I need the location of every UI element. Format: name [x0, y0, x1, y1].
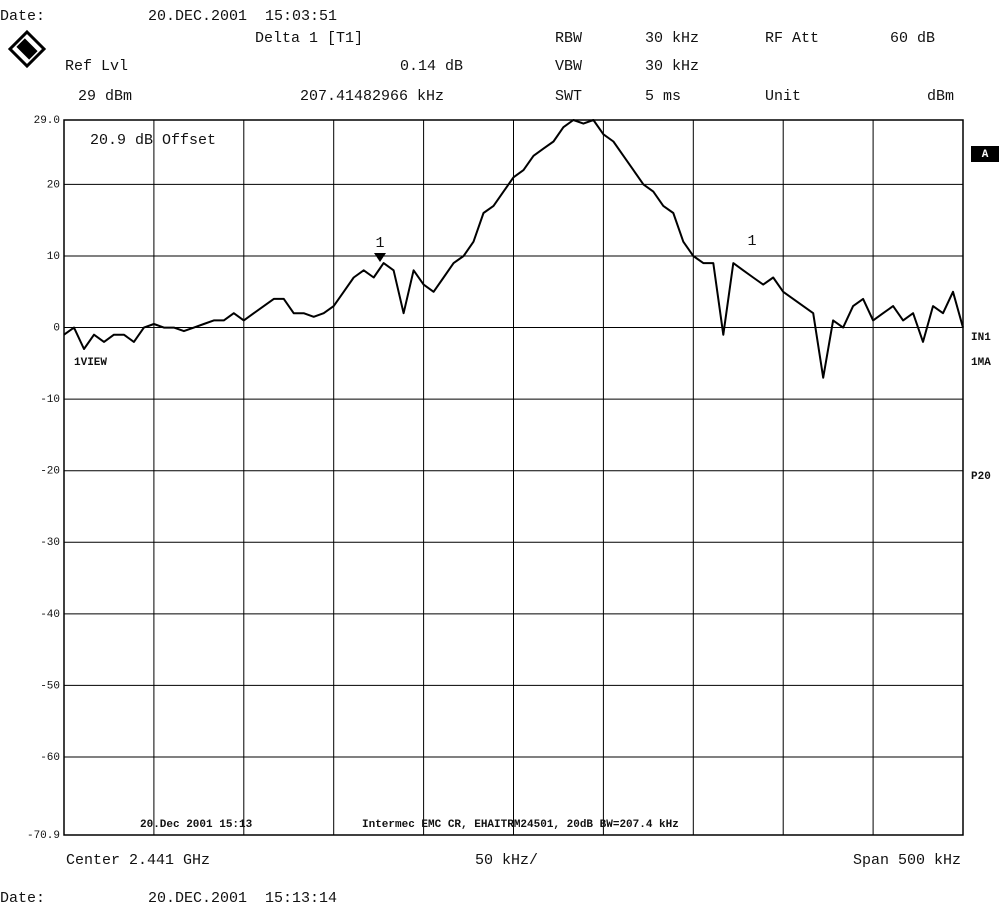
y-tick-label: 0	[53, 322, 60, 334]
comment: Intermec EMC CR, EHAITRM24501, 20dB BW=2…	[362, 819, 679, 831]
side-label: P20	[971, 471, 991, 483]
y-tick-label: 10	[47, 251, 60, 263]
date: 20.DEC.2001 15:03:51	[148, 8, 337, 25]
y-tick-label: -30	[40, 537, 60, 549]
rbw-label: RBW	[555, 30, 582, 47]
side-label: A	[982, 149, 989, 161]
y-tick-label: -10	[40, 394, 60, 406]
marker-label: Delta 1 [T1]	[255, 30, 363, 47]
delta-level: 0.14 dB	[400, 58, 463, 75]
span: Span 500 kHz	[853, 852, 961, 869]
delta-freq: 207.41482966 kHz	[300, 88, 444, 105]
y-tick-label: -70.9	[27, 830, 60, 842]
y-tick-label: -40	[40, 609, 60, 621]
rbw: 30 kHz	[645, 30, 699, 47]
y-tick-label: -20	[40, 466, 60, 478]
y-tick-label: -60	[40, 752, 60, 764]
stamp: 20.Dec 2001 15:13	[140, 819, 253, 831]
unit: dBm	[927, 88, 954, 105]
date: 20.DEC.2001 15:13:14	[148, 890, 337, 907]
date-label: Date:	[0, 890, 45, 907]
side-label: 1MA	[971, 357, 991, 369]
y-tick-label: 20	[47, 179, 60, 191]
trace	[63, 119, 964, 379]
center: Center 2.441 GHz	[66, 852, 210, 869]
marker-number: 1	[375, 235, 384, 252]
swt-label: SWT	[555, 88, 582, 105]
unit-label: Unit	[765, 88, 801, 105]
vertical-grid	[153, 120, 874, 835]
marker	[374, 253, 386, 262]
logo	[7, 29, 47, 69]
trace-badge	[971, 146, 999, 162]
offset-note: 20.9 dB Offset	[90, 132, 216, 149]
y-tick-label: 29.0	[34, 115, 60, 127]
view-note: 1VIEW	[74, 357, 107, 369]
marker-number: 1	[747, 233, 756, 250]
division: 50 kHz/	[475, 852, 538, 869]
ref-level: 29 dBm	[78, 88, 132, 105]
date-label: Date:	[0, 8, 45, 25]
ref-label: Ref Lvl	[65, 58, 128, 75]
att-label: RF Att	[765, 30, 819, 47]
vbw-label: VBW	[555, 58, 582, 75]
vbw: 30 kHz	[645, 58, 699, 75]
att: 60 dB	[890, 30, 935, 47]
swt: 5 ms	[645, 88, 681, 105]
side-label: IN1	[971, 332, 991, 344]
y-tick-label: -50	[40, 680, 60, 692]
